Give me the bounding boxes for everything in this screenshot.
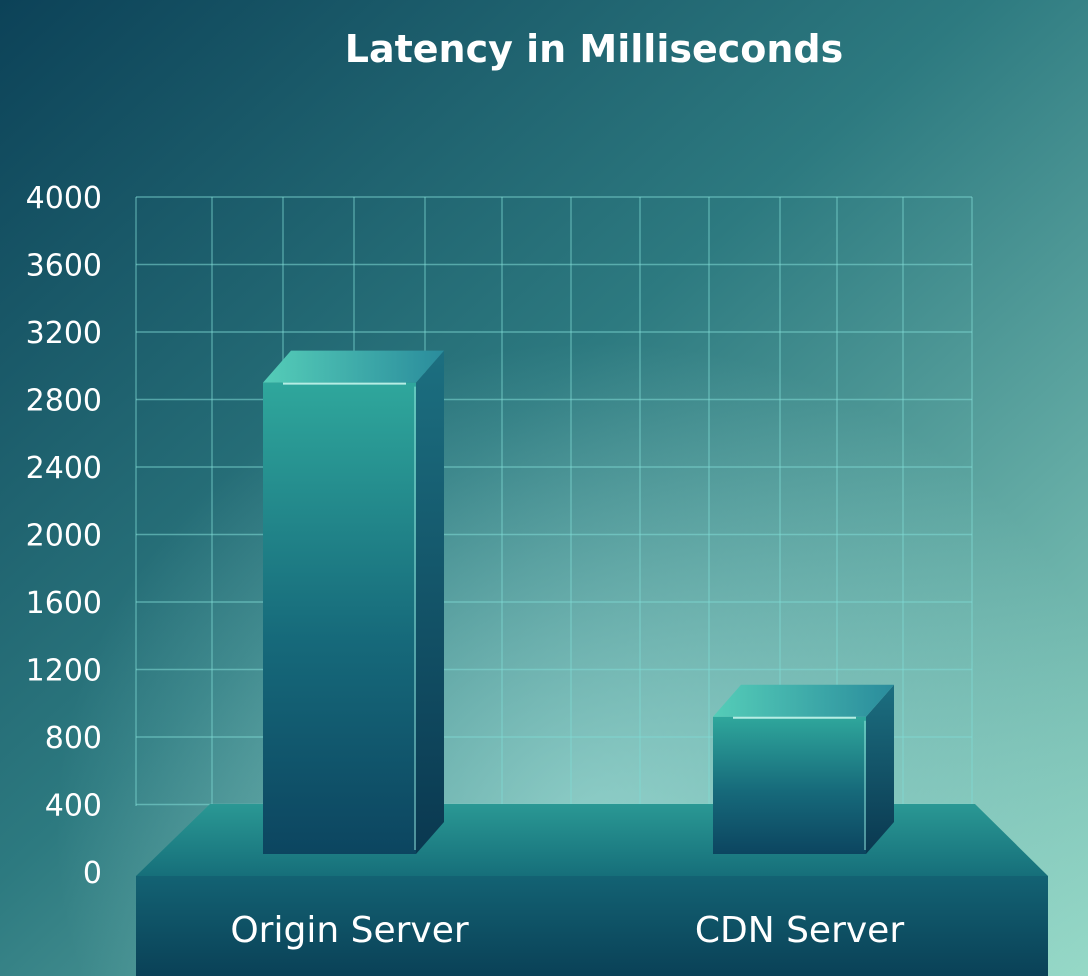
y-tick-label: 3200 bbox=[26, 316, 102, 351]
bar bbox=[713, 716, 866, 854]
bars bbox=[263, 350, 894, 854]
y-tick-label: 1600 bbox=[26, 586, 102, 621]
bar-side bbox=[866, 684, 894, 854]
base-front-face bbox=[136, 876, 1048, 976]
bar-side bbox=[416, 350, 444, 854]
bar-group bbox=[713, 684, 894, 854]
chart-title: Latency in Milliseconds bbox=[345, 27, 844, 71]
y-tick-label: 0 bbox=[83, 856, 102, 891]
bar-top bbox=[713, 684, 894, 717]
x-axis: Origin Server CDN Server bbox=[230, 910, 904, 951]
y-tick-label: 2400 bbox=[26, 451, 102, 486]
y-tick-label: 400 bbox=[45, 789, 102, 824]
y-tick-label: 4000 bbox=[26, 181, 102, 216]
y-tick-label: 2000 bbox=[26, 519, 102, 554]
bar-top bbox=[263, 350, 444, 383]
y-tick-label: 3600 bbox=[26, 249, 102, 284]
bar bbox=[263, 382, 416, 854]
x-tick-label: CDN Server bbox=[695, 910, 904, 951]
y-tick-label: 1200 bbox=[26, 654, 102, 689]
y-tick-label: 2800 bbox=[26, 384, 102, 419]
x-tick-label: Origin Server bbox=[230, 910, 469, 951]
y-tick-label: 800 bbox=[45, 721, 102, 756]
bar-group bbox=[263, 350, 444, 854]
